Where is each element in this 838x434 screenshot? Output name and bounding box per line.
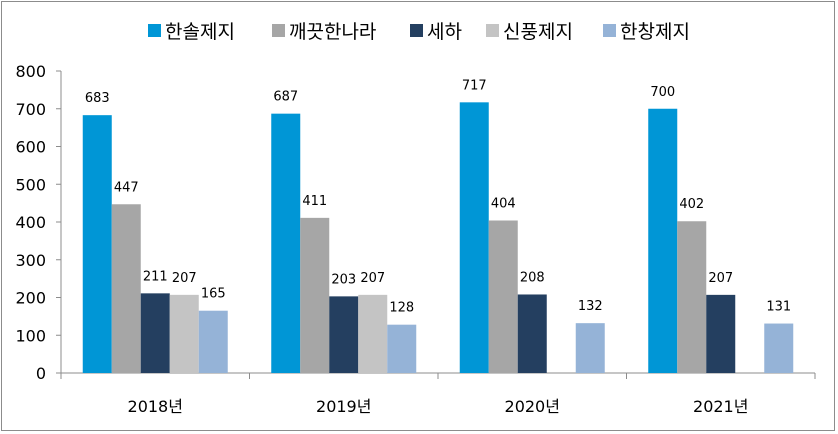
data-label: 131 [766, 300, 791, 315]
y-tick-label: 700 [15, 100, 46, 119]
bar-1 [82, 115, 112, 373]
data-label: 402 [679, 197, 704, 212]
x-tick-label: 2018년 [128, 397, 183, 416]
legend-label-4: 신풍제지 [503, 21, 573, 43]
bar-2 [300, 217, 330, 373]
legend-swatch-1 [148, 24, 161, 37]
bar-2 [677, 221, 707, 373]
data-label: 207 [172, 271, 197, 286]
data-label: 165 [201, 287, 226, 302]
data-label: 128 [389, 301, 414, 316]
data-label: 207 [708, 271, 733, 286]
y-tick-label: 600 [15, 138, 46, 157]
x-axis: 2018년 2019년 2020년 2021년 [60, 372, 816, 416]
data-label: 411 [302, 194, 327, 209]
data-label: 211 [143, 269, 168, 284]
legend-swatch-2 [272, 24, 285, 37]
x-tick-label: 2019년 [316, 397, 371, 416]
legend-label-1: 한솔제지 [165, 21, 235, 43]
data-label: 132 [578, 299, 603, 314]
data-label: 683 [85, 91, 110, 106]
bar-2 [111, 204, 141, 373]
y-tick-label: 200 [15, 289, 46, 308]
bar-4 [169, 294, 199, 373]
data-label: 687 [273, 90, 298, 105]
legend-swatch-3 [410, 24, 423, 37]
bar-5 [764, 323, 794, 373]
y-tick-label: 400 [15, 213, 46, 232]
y-tick-label: 100 [15, 326, 46, 345]
legend-label-5: 한창제지 [620, 21, 690, 43]
bar-3 [329, 296, 359, 373]
data-labels: 683 447 211 207 165 687 411 203 207 128 717 404 208 1… [85, 78, 791, 315]
data-label: 208 [520, 270, 545, 285]
bar-3 [140, 293, 170, 373]
x-tick-label: 2021년 [693, 397, 748, 416]
y-tick-label: 800 [15, 62, 46, 81]
data-label: 203 [331, 272, 356, 287]
data-label: 700 [650, 85, 675, 100]
bar-5 [198, 310, 228, 373]
x-tick-label: 2020년 [505, 397, 560, 416]
bar-4 [358, 294, 388, 373]
y-tick-label: 300 [15, 251, 46, 270]
y-tick-label: 500 [15, 175, 46, 194]
y-axis: 0 100 200 300 400 500 600 700 800 [15, 62, 62, 383]
bar-5 [387, 324, 417, 373]
bar-5 [575, 323, 605, 373]
data-label: 207 [360, 271, 385, 286]
legend: 한솔제지 깨끗한나라 세하 신풍제지 한창제지 [148, 21, 690, 43]
bar-3 [706, 294, 736, 373]
data-label: 717 [462, 78, 487, 93]
legend-label-3: 세하 [427, 21, 462, 43]
legend-label-2: 깨끗한나라 [289, 21, 376, 43]
legend-swatch-5 [603, 24, 616, 37]
bar-1 [648, 108, 678, 373]
bar-3 [517, 294, 547, 373]
data-label: 447 [114, 180, 139, 195]
bar-2 [488, 220, 518, 373]
bar-1 [271, 113, 301, 373]
data-label: 404 [491, 196, 516, 211]
y-tick-label: 0 [36, 364, 46, 383]
bar-1 [459, 102, 489, 374]
legend-swatch-4 [486, 24, 499, 37]
bars [82, 102, 794, 374]
